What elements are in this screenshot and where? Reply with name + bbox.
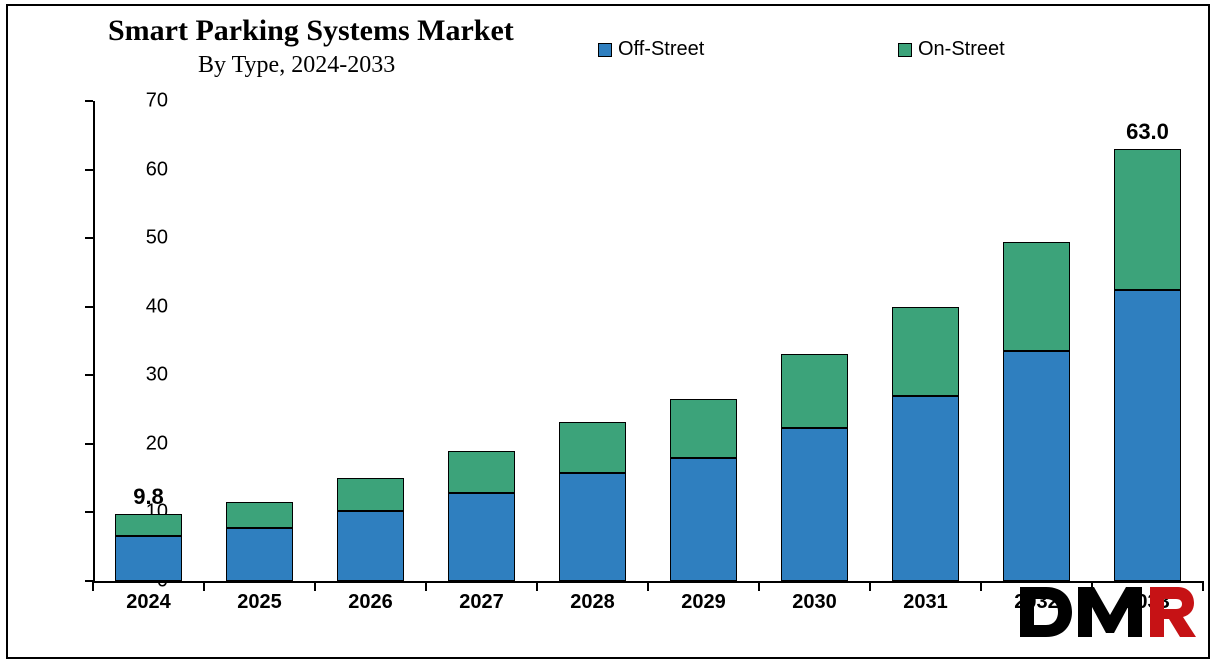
- y-tick-label: 60: [108, 158, 168, 181]
- x-tick-mark: [425, 581, 427, 591]
- x-tick-label: 2031: [903, 591, 948, 614]
- legend-swatch-off-street: [598, 43, 612, 57]
- bar-total-label: 63.0: [1126, 119, 1169, 145]
- y-tick-label: 30: [108, 364, 168, 387]
- x-tick-label: 2024: [126, 591, 171, 614]
- legend-label-off-street: Off-Street: [618, 38, 704, 61]
- y-tick-label: 70: [108, 90, 168, 113]
- x-tick-label: 2030: [792, 591, 837, 614]
- y-tick-mark: [85, 306, 93, 308]
- legend: Off-Street On-Street: [598, 38, 1158, 68]
- chart-subtitle: By Type, 2024-2033: [198, 52, 395, 79]
- bar-segment: [226, 528, 293, 581]
- y-tick-mark: [85, 443, 93, 445]
- legend-item-on-street: On-Street: [898, 38, 1005, 61]
- y-tick-label: 50: [108, 227, 168, 250]
- y-tick-mark: [85, 100, 93, 102]
- bar-segment: [892, 307, 959, 396]
- bar-total-label: 9.8: [133, 484, 164, 510]
- bar-segment: [781, 428, 848, 581]
- x-tick-mark: [536, 581, 538, 591]
- bar-segment: [559, 422, 626, 473]
- bar-segment: [115, 514, 182, 536]
- bar-segment: [559, 473, 626, 581]
- y-tick-label: 40: [108, 295, 168, 318]
- bar-segment: [448, 493, 515, 581]
- bar-segment: [670, 458, 737, 581]
- x-tick-label: 2029: [681, 591, 726, 614]
- y-tick-mark: [85, 169, 93, 171]
- bar-segment: [1114, 149, 1181, 290]
- x-tick-mark: [1202, 581, 1204, 591]
- x-tick-label: 2025: [237, 591, 282, 614]
- chart-title: Smart Parking Systems Market: [108, 14, 514, 48]
- x-tick-mark: [980, 581, 982, 591]
- x-tick-mark: [647, 581, 649, 591]
- x-tick-mark: [314, 581, 316, 591]
- x-tick-mark: [92, 581, 94, 591]
- bar-segment: [892, 396, 959, 581]
- bar-segment: [1003, 351, 1070, 581]
- legend-label-on-street: On-Street: [918, 38, 1005, 61]
- x-tick-mark: [869, 581, 871, 591]
- y-tick-mark: [85, 511, 93, 513]
- bar-segment: [226, 502, 293, 527]
- bar-segment: [448, 451, 515, 493]
- plot-area: 0102030405060702024202520262027202820292…: [93, 101, 1203, 581]
- bar-segment: [115, 536, 182, 581]
- x-tick-mark: [203, 581, 205, 591]
- x-tick-label: 2026: [348, 591, 393, 614]
- x-tick-label: 2028: [570, 591, 615, 614]
- x-tick-mark: [758, 581, 760, 591]
- bar-segment: [1114, 290, 1181, 581]
- bar-segment: [337, 478, 404, 511]
- dmr-logo: [1016, 577, 1196, 647]
- x-tick-label: 2027: [459, 591, 504, 614]
- bar-segment: [670, 399, 737, 458]
- chart-frame: Smart Parking Systems Market By Type, 20…: [6, 4, 1210, 659]
- legend-swatch-on-street: [898, 43, 912, 57]
- y-tick-label: 20: [108, 432, 168, 455]
- y-axis-line: [93, 101, 95, 581]
- bar-segment: [337, 511, 404, 581]
- y-tick-mark: [85, 237, 93, 239]
- bar-segment: [781, 354, 848, 428]
- legend-item-off-street: Off-Street: [598, 38, 704, 61]
- bar-segment: [1003, 242, 1070, 352]
- y-tick-mark: [85, 374, 93, 376]
